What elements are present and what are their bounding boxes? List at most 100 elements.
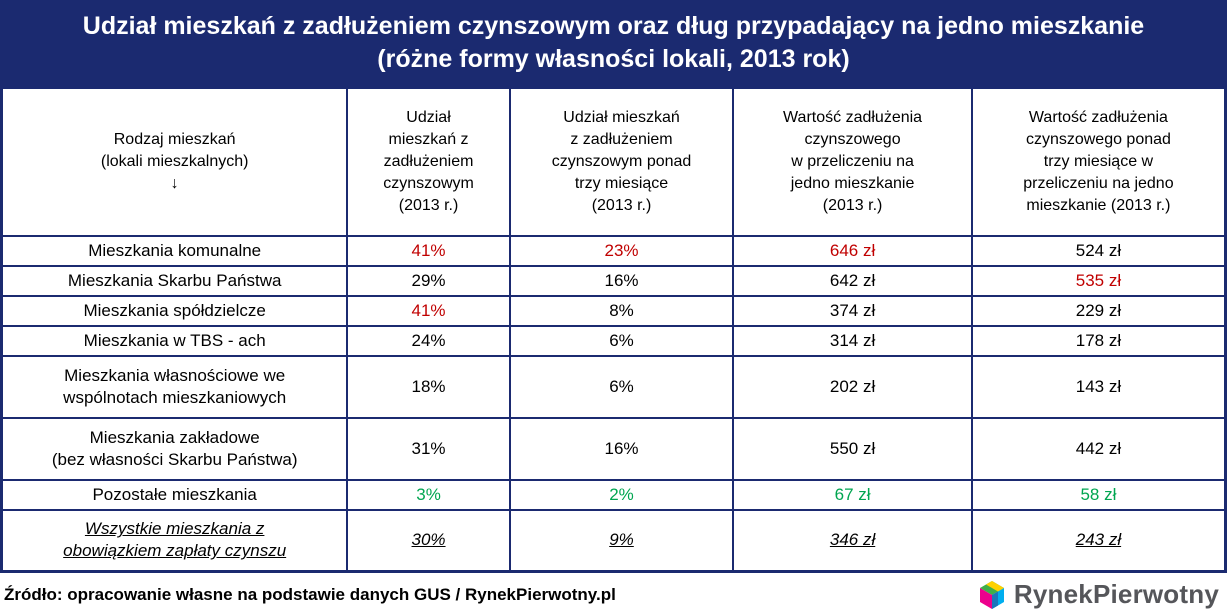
- row-label-text: Pozostałe mieszkania: [92, 484, 257, 504]
- row-label: Mieszkania zakładowe (bez własności Skar…: [0, 416, 349, 481]
- cell-value: 3%: [416, 484, 441, 504]
- table-cell: 178 zł: [970, 324, 1227, 357]
- header-housing-type: Rodzaj mieszkań (lokali mieszkalnych) ↓: [0, 86, 349, 237]
- header-text: Udział mieszkań z zadłużeniem czynszowym…: [383, 108, 474, 214]
- cell-value: 550 zł: [829, 438, 876, 458]
- cell-value: 374 zł: [829, 300, 876, 320]
- header-text: Wartość zadłużenia czynszowego w przelic…: [783, 108, 923, 214]
- table-row: Mieszkania komunalne 41% 23% 646 zł 524 …: [0, 234, 1227, 267]
- rynekpierwotny-logo: RynekPierwotny: [976, 579, 1219, 611]
- row-label-text: Mieszkania Skarbu Państwa: [67, 270, 282, 290]
- cell-value: 18%: [411, 376, 446, 396]
- table-row: Mieszkania spółdzielcze 41% 8% 374 zł 22…: [0, 294, 1227, 327]
- table-row: Pozostałe mieszkania 3% 2% 67 zł 58 zł: [0, 478, 1227, 511]
- table-cell: 202 zł: [732, 354, 973, 419]
- table-cell: 646 zł: [732, 234, 973, 267]
- cell-value: 24%: [411, 330, 446, 350]
- table-row: Mieszkania zakładowe (bez własności Skar…: [0, 416, 1227, 481]
- cell-value: 41%: [411, 300, 446, 320]
- table-cell: 18%: [346, 354, 511, 419]
- header-text: Wartość zadłużenia czynszowego ponad trz…: [1023, 108, 1174, 214]
- table-cell: 524 zł: [970, 234, 1227, 267]
- table-row: Mieszkania Skarbu Państwa 29% 16% 642 zł…: [0, 264, 1227, 297]
- table-cell: 16%: [508, 416, 735, 481]
- cell-value: 31%: [411, 438, 446, 458]
- header-debt-value-3m: Wartość zadłużenia czynszowego ponad trz…: [970, 86, 1227, 237]
- footer: Źródło: opracowanie własne na podstawie …: [0, 573, 1227, 616]
- table-cell: 58 zł: [970, 478, 1227, 511]
- table-cell: 16%: [508, 264, 735, 297]
- table-cell: 41%: [346, 234, 511, 267]
- header-text: Rodzaj mieszkań (lokali mieszkalnych) ↓: [100, 130, 249, 192]
- table-cell: 23%: [508, 234, 735, 267]
- cell-value: 41%: [411, 240, 446, 260]
- table-cell: 2%: [508, 478, 735, 511]
- table-cell: 29%: [346, 264, 511, 297]
- cell-value: 535 zł: [1075, 270, 1122, 290]
- table-cell: 374 zł: [732, 294, 973, 327]
- logo-text: RynekPierwotny: [1013, 579, 1219, 609]
- table-cell: 229 zł: [970, 294, 1227, 327]
- table-cell: 243 zł: [970, 508, 1227, 573]
- row-label: Mieszkania spółdzielcze: [0, 294, 349, 327]
- table-cell: 6%: [508, 354, 735, 419]
- page-title: Udział mieszkań z zadłużeniem czynszowym…: [0, 0, 1227, 86]
- table-cell: 9%: [508, 508, 735, 573]
- cell-value: 646 zł: [829, 240, 876, 260]
- table-cell: 642 zł: [732, 264, 973, 297]
- table-cell: 535 zł: [970, 264, 1227, 297]
- header-share-debt: Udział mieszkań z zadłużeniem czynszowym…: [346, 86, 511, 237]
- table-header-row: Rodzaj mieszkań (lokali mieszkalnych) ↓ …: [0, 86, 1227, 237]
- table-cell: 314 zł: [732, 324, 973, 357]
- cell-value: 8%: [609, 300, 634, 320]
- cell-value: 143 zł: [1075, 376, 1122, 396]
- cell-value: 30%: [411, 530, 446, 550]
- header-debt-value: Wartość zadłużenia czynszowego w przelic…: [732, 86, 973, 237]
- table-cell: 442 zł: [970, 416, 1227, 481]
- row-label: Mieszkania komunalne: [0, 234, 349, 267]
- cell-value: 229 zł: [1075, 300, 1122, 320]
- row-label: Mieszkania własnościowe we wspólnotach m…: [0, 354, 349, 419]
- table-cell: 346 zł: [732, 508, 973, 573]
- table-cell: 30%: [346, 508, 511, 573]
- table-cell: 3%: [346, 478, 511, 511]
- table-cell: 67 zł: [732, 478, 973, 511]
- cell-value: 6%: [609, 330, 634, 350]
- row-label-text: Mieszkania komunalne: [88, 240, 262, 260]
- row-label-text: Mieszkania własnościowe we wspólnotach m…: [63, 365, 287, 407]
- cell-value: 67 zł: [834, 484, 871, 504]
- cell-value: 642 zł: [829, 270, 876, 290]
- cell-value: 58 zł: [1080, 484, 1117, 504]
- table-cell: 41%: [346, 294, 511, 327]
- cell-value: 314 zł: [829, 330, 876, 350]
- cell-value: 2%: [609, 484, 634, 504]
- table-cell: 8%: [508, 294, 735, 327]
- row-label: Wszystkie mieszkania z obowiązkiem zapła…: [0, 508, 349, 573]
- cell-value: 346 zł: [829, 530, 876, 550]
- cell-value: 29%: [411, 270, 446, 290]
- table-row: Mieszkania własnościowe we wspólnotach m…: [0, 354, 1227, 419]
- table-row: Mieszkania w TBS - ach 24% 6% 314 zł 178…: [0, 324, 1227, 357]
- cell-value: 442 zł: [1075, 438, 1122, 458]
- table-cell: 24%: [346, 324, 511, 357]
- cell-value: 23%: [604, 240, 639, 260]
- header-text: Udział mieszkań z zadłużeniem czynszowym…: [551, 108, 692, 214]
- housing-debt-table: Rodzaj mieszkań (lokali mieszkalnych) ↓ …: [0, 86, 1227, 573]
- table-cell: 31%: [346, 416, 511, 481]
- row-label-text: Wszystkie mieszkania z obowiązkiem zapła…: [63, 519, 287, 561]
- row-label-text: Mieszkania zakładowe (bez własności Skar…: [51, 427, 298, 469]
- row-label-text: Mieszkania w TBS - ach: [83, 330, 266, 350]
- row-label: Mieszkania Skarbu Państwa: [0, 264, 349, 297]
- row-label: Mieszkania w TBS - ach: [0, 324, 349, 357]
- cell-value: 16%: [604, 270, 639, 290]
- cell-value: 243 zł: [1075, 530, 1122, 550]
- table-row-total: Wszystkie mieszkania z obowiązkiem zapła…: [0, 508, 1227, 573]
- cell-value: 9%: [609, 530, 634, 550]
- source-note: Źródło: opracowanie własne na podstawie …: [4, 584, 616, 604]
- row-label: Pozostałe mieszkania: [0, 478, 349, 511]
- table-cell: 6%: [508, 324, 735, 357]
- cell-value: 178 zł: [1075, 330, 1122, 350]
- cell-value: 6%: [609, 376, 634, 396]
- row-label-text: Mieszkania spółdzielcze: [83, 300, 266, 320]
